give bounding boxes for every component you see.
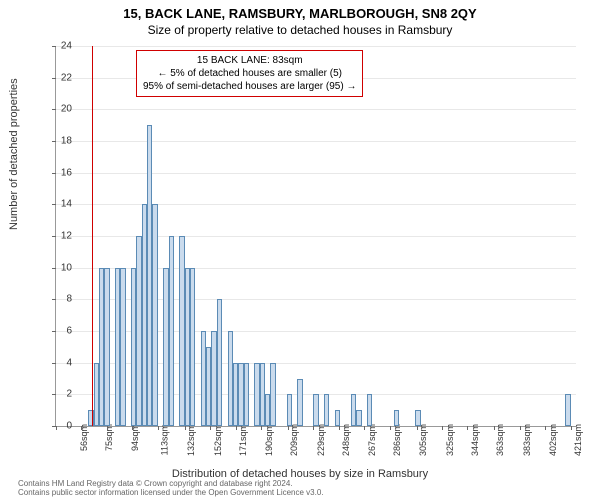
- x-tick-label: 421sqm: [573, 424, 583, 456]
- histogram-bar: [104, 268, 109, 426]
- x-tick-label: 383sqm: [522, 424, 532, 456]
- x-tick-label: 325sqm: [445, 424, 455, 456]
- x-tick: [288, 426, 289, 430]
- x-tick-label: 152sqm: [213, 424, 223, 456]
- y-tick-label: 18: [52, 136, 72, 147]
- property-marker-line: [92, 46, 93, 426]
- grid-line: [56, 109, 576, 110]
- footer-line1: Contains HM Land Registry data © Crown c…: [18, 479, 324, 489]
- x-tick: [545, 426, 546, 430]
- x-tick: [442, 426, 443, 430]
- x-tick: [571, 426, 572, 430]
- histogram-bar: [394, 410, 399, 426]
- x-tick: [494, 426, 495, 430]
- annotation-line1: 15 BACK LANE: 83sqm: [143, 54, 356, 67]
- y-tick-label: 12: [52, 231, 72, 242]
- histogram-bar: [169, 236, 174, 426]
- histogram-bar: [120, 268, 125, 426]
- y-tick-label: 14: [52, 199, 72, 210]
- histogram-bar: [313, 394, 318, 426]
- histogram-bar: [287, 394, 292, 426]
- y-tick-label: 16: [52, 167, 72, 178]
- x-tick-label: 190sqm: [264, 424, 274, 456]
- chart-subtitle: Size of property relative to detached ho…: [0, 21, 600, 37]
- x-tick: [81, 426, 82, 430]
- y-tick-label: 0: [52, 421, 72, 432]
- histogram-bar: [270, 363, 275, 426]
- x-tick-label: 267sqm: [367, 424, 377, 456]
- annotation-line2: ← 5% of detached houses are smaller (5): [143, 67, 356, 80]
- y-tick-label: 2: [52, 389, 72, 400]
- x-tick: [313, 426, 314, 430]
- x-tick-label: 229sqm: [316, 424, 326, 456]
- x-tick: [107, 426, 108, 430]
- histogram-bar: [415, 410, 420, 426]
- histogram-bar: [367, 394, 372, 426]
- y-tick-label: 22: [52, 72, 72, 83]
- grid-line: [56, 173, 576, 174]
- x-tick: [467, 426, 468, 430]
- histogram-bar: [356, 410, 361, 426]
- x-tick-label: 209sqm: [289, 424, 299, 456]
- histogram-bar: [244, 363, 249, 426]
- x-tick: [236, 426, 237, 430]
- grid-line: [56, 46, 576, 47]
- x-tick-label: 344sqm: [470, 424, 480, 456]
- footer-text: Contains HM Land Registry data © Crown c…: [18, 479, 324, 498]
- chart-title: 15, BACK LANE, RAMSBURY, MARLBOROUGH, SN…: [0, 0, 600, 21]
- x-tick: [364, 426, 365, 430]
- y-tick-label: 8: [52, 294, 72, 305]
- x-tick-label: 402sqm: [548, 424, 558, 456]
- x-tick-label: 113sqm: [160, 424, 170, 455]
- annotation-line3: 95% of semi-detached houses are larger (…: [143, 80, 356, 93]
- y-tick-label: 10: [52, 262, 72, 273]
- x-tick: [158, 426, 159, 430]
- histogram-bar: [190, 268, 195, 426]
- histogram-bar: [335, 410, 340, 426]
- x-tick-label: 248sqm: [341, 424, 351, 456]
- x-tick: [520, 426, 521, 430]
- annotation-box: 15 BACK LANE: 83sqm← 5% of detached hous…: [136, 50, 363, 97]
- x-tick: [417, 426, 418, 430]
- x-tick: [339, 426, 340, 430]
- x-tick-label: 171sqm: [238, 424, 248, 456]
- y-tick-label: 4: [52, 357, 72, 368]
- y-tick-label: 24: [52, 41, 72, 52]
- x-tick-label: 305sqm: [418, 424, 428, 456]
- y-axis-title: Number of detached properties: [8, 78, 20, 230]
- x-tick: [390, 426, 391, 430]
- y-tick-label: 6: [52, 326, 72, 337]
- x-tick-label: 286sqm: [392, 424, 402, 456]
- histogram-bar: [297, 379, 302, 427]
- x-tick-label: 132sqm: [186, 424, 196, 456]
- plot-area: 56sqm75sqm94sqm113sqm132sqm152sqm171sqm1…: [55, 46, 576, 427]
- footer-line2: Contains public sector information licen…: [18, 488, 324, 498]
- grid-line: [56, 236, 576, 237]
- x-tick-label: 363sqm: [495, 424, 505, 456]
- histogram-bar: [217, 299, 222, 426]
- x-tick: [185, 426, 186, 430]
- x-tick: [261, 426, 262, 430]
- chart-container: 15, BACK LANE, RAMSBURY, MARLBOROUGH, SN…: [0, 0, 600, 500]
- histogram-bar: [565, 394, 570, 426]
- grid-line: [56, 141, 576, 142]
- grid-line: [56, 204, 576, 205]
- x-tick: [210, 426, 211, 430]
- histogram-bar: [324, 394, 329, 426]
- histogram-bar: [152, 204, 157, 426]
- x-tick: [132, 426, 133, 430]
- y-tick-label: 20: [52, 104, 72, 115]
